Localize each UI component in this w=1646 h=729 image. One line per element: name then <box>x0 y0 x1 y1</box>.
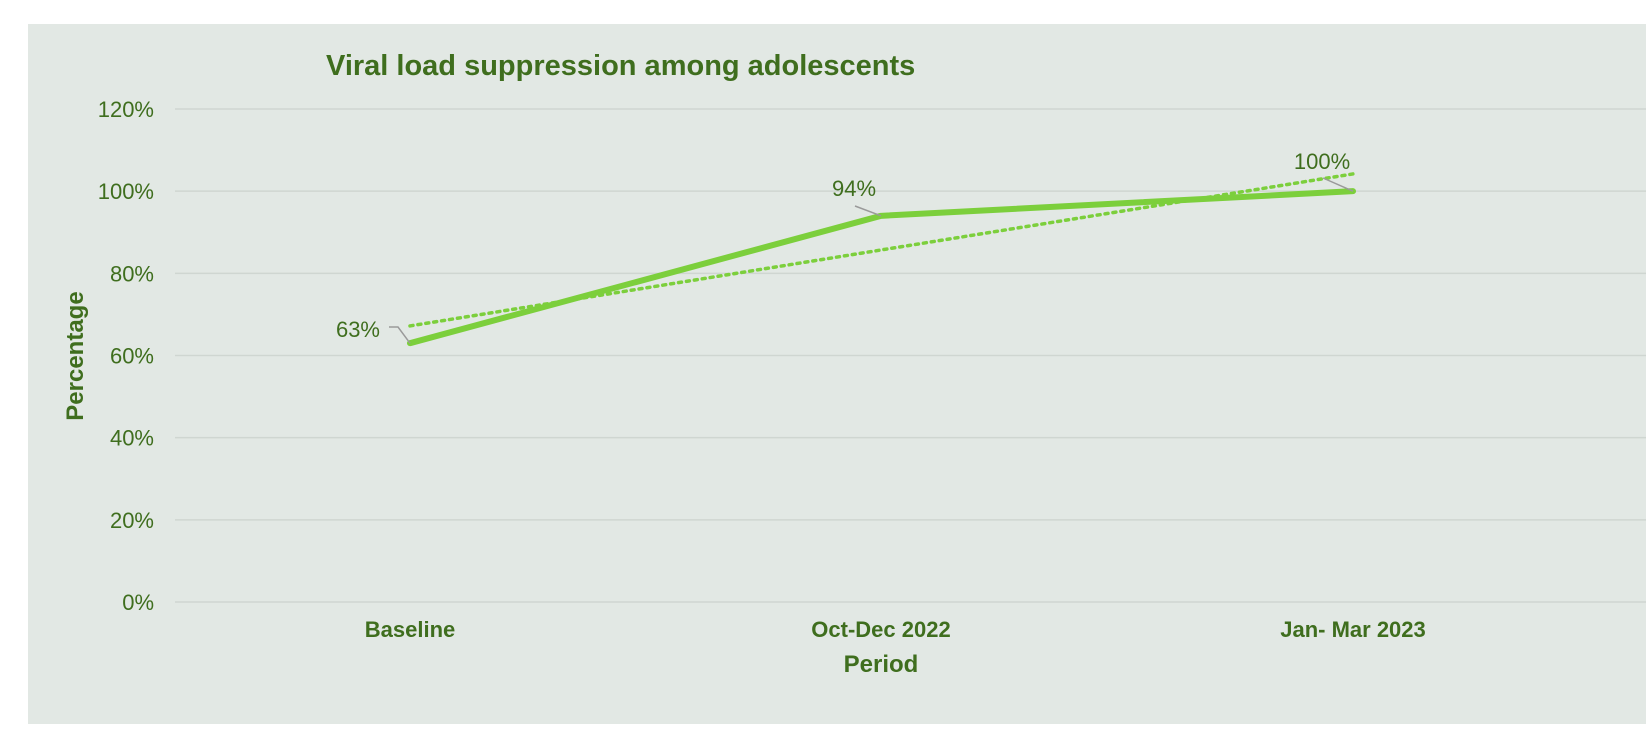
y-tick-label: 60% <box>110 344 154 369</box>
data-labels: 63% 94% 100% <box>336 149 1354 344</box>
x-tick-label: Baseline <box>365 617 456 642</box>
y-tick-label: 20% <box>110 508 154 533</box>
y-tick-label: 40% <box>110 426 154 451</box>
y-tick-label: 0% <box>122 590 154 615</box>
y-axis-title: Percentage <box>62 291 89 420</box>
leader-line <box>389 326 411 344</box>
data-label: 100% <box>1294 149 1350 174</box>
y-tick-label: 120% <box>98 97 154 122</box>
x-axis-ticks: Baseline Oct-Dec 2022 Jan- Mar 2023 <box>365 617 1426 642</box>
x-tick-label: Oct-Dec 2022 <box>811 617 950 642</box>
y-tick-label: 100% <box>98 179 154 204</box>
data-label: 94% <box>832 176 876 201</box>
y-tick-label: 80% <box>110 261 154 286</box>
chart-panel: Viral load suppression among adolescents… <box>28 24 1646 724</box>
x-axis-title: Period <box>844 651 919 678</box>
leader-line <box>1322 177 1354 192</box>
leader-line <box>854 205 882 217</box>
series-line <box>407 188 1356 347</box>
y-axis-ticks: 0% 20% 40% 60% 80% 100% 120% <box>98 97 154 615</box>
data-label: 63% <box>336 317 380 342</box>
line-chart: Viral load suppression among adolescents… <box>62 50 1646 678</box>
x-tick-label: Jan- Mar 2023 <box>1280 617 1426 642</box>
series-layer <box>407 188 1356 347</box>
gridlines <box>175 108 1646 603</box>
chart-title: Viral load suppression among adolescents <box>326 50 915 82</box>
